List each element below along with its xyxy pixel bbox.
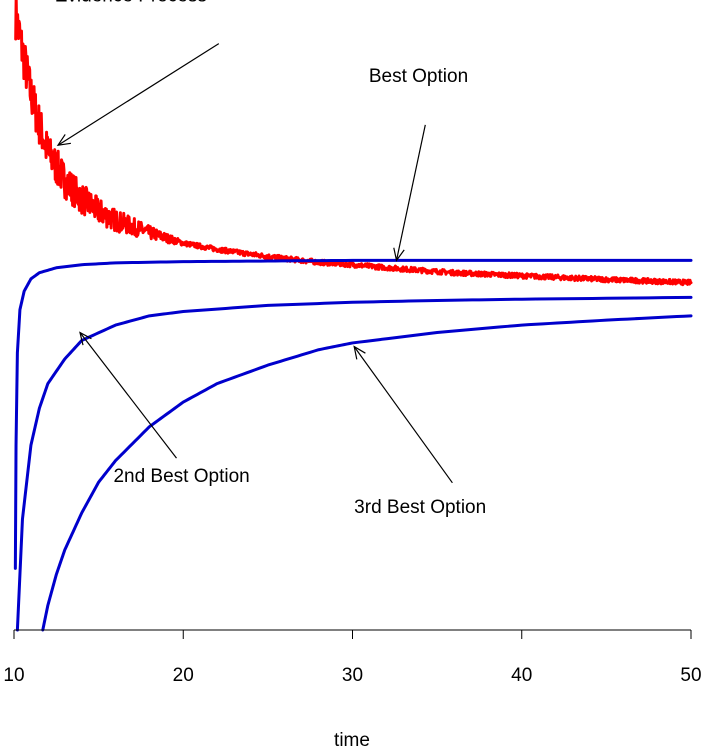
x-tick-label-40: 40 [511,665,532,686]
annotation-arrow-3rd-best-option [353,346,453,484]
x-tick-label-20: 20 [173,665,194,686]
annotation-layer: Evidence Process Best Option 2nd Best Opti… [55,0,486,518]
annotation-arrowhead-evidence-process [56,134,71,146]
annotation-arrowhead-best-option [393,247,405,262]
annotation-label-2nd-best-option: 2nd Best Option [113,466,249,487]
x-axis-title: time [334,730,370,751]
x-axis: 10 20 30 40 50 [3,629,702,686]
annotation-label-best-option: Best Option [369,66,468,87]
annotation-label-evidence-process: Evidence Process [55,0,207,7]
series-line-evidence-process [14,0,693,287]
series-line-3rd-best-option [41,314,693,632]
x-tick-label-30: 30 [342,665,363,686]
annotation-arrow-2nd-best-option [79,332,177,459]
series-layer [13,0,693,632]
x-tick-label-50: 50 [680,665,701,686]
series-line-2nd-best-option [15,295,693,632]
annotation-label-3rd-best-option: 3rd Best Option [354,497,486,518]
annotation-arrowhead-3rd-best-option [353,345,366,360]
annotation-arrow-best-option [395,124,426,261]
annotation-2nd-best-option: 2nd Best Option [79,331,250,487]
x-tick-label-10: 10 [3,665,24,686]
series-line-best-option [13,258,693,570]
annotation-best-option: Best Option [369,66,468,262]
annotation-arrow-evidence-process [57,43,220,146]
annotation-3rd-best-option: 3rd Best Option [353,345,486,518]
annotation-evidence-process: Evidence Process [55,0,220,146]
annotation-arrowhead-2nd-best-option [79,331,92,346]
